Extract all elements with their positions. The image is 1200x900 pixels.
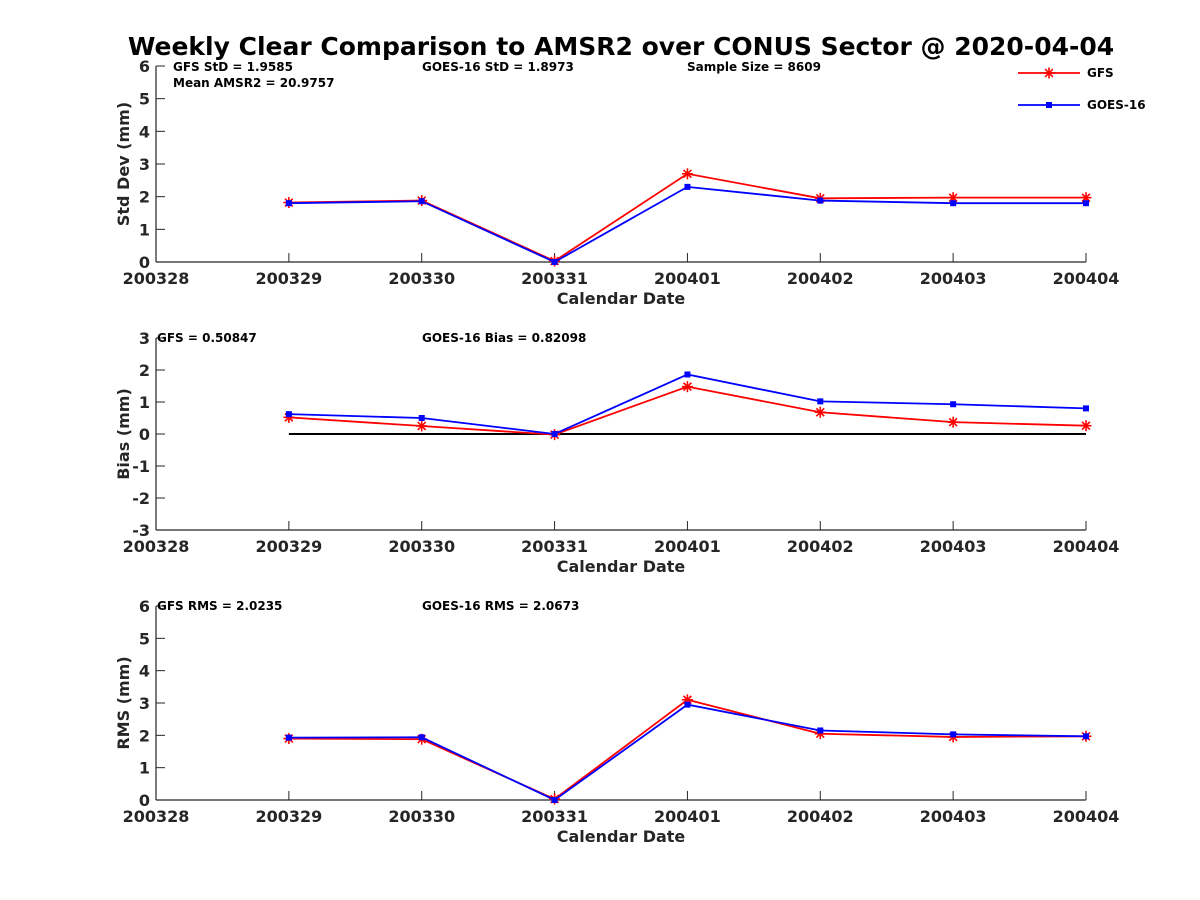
- x-tick-label: 200404: [1053, 269, 1120, 288]
- y-tick-label: 1: [139, 393, 150, 412]
- series-line-gfs: [288, 698, 1087, 801]
- y-tick-label: 2: [139, 188, 150, 207]
- x-tick-label: 200331: [521, 269, 588, 288]
- y-tick-label: 2: [139, 361, 150, 380]
- series-line-goes-16: [288, 703, 1087, 802]
- point-goes-16: [551, 431, 558, 437]
- series-line-gfs: [288, 385, 1087, 436]
- point-gfs: [681, 168, 693, 180]
- stat-annotation: Sample Size = 8609: [687, 60, 821, 74]
- x-tick-label: 200401: [654, 807, 721, 826]
- y-tick-label: 1: [139, 759, 150, 778]
- point-goes-16: [1083, 405, 1089, 412]
- legend-label: GFS: [1087, 66, 1114, 80]
- legend: GFS GOES-16: [1018, 66, 1146, 112]
- point-goes-16: [684, 371, 691, 378]
- x-tick-label: 200403: [920, 269, 987, 288]
- point-goes-16: [684, 183, 691, 190]
- x-tick-label: 200403: [920, 537, 987, 556]
- y-tick-label: 6: [139, 597, 150, 616]
- x-tick-label: 200402: [787, 269, 854, 288]
- legend-label: GOES-16: [1087, 98, 1146, 112]
- point-goes-16: [418, 734, 425, 741]
- x-tick-label: 200328: [123, 537, 190, 556]
- point-goes-16: [285, 734, 292, 741]
- y-tick-label: 5: [139, 629, 150, 648]
- point-gfs: [814, 406, 826, 418]
- x-tick-label: 200403: [920, 807, 987, 826]
- stat-annotation: GOES-16 StD = 1.8973: [422, 60, 574, 74]
- point-goes-16: [817, 398, 824, 405]
- x-tick-label: 200330: [388, 807, 455, 826]
- x-tick-label: 200404: [1053, 807, 1120, 826]
- point-goes-16: [817, 727, 824, 734]
- x-tick-label: 200401: [654, 537, 721, 556]
- x-tick-label: 200331: [521, 537, 588, 556]
- legend-marker: [1043, 67, 1055, 79]
- std-dev-panel: 200328 200329 200330 200331 200401 200402 2004…: [114, 57, 1119, 308]
- point-goes-16: [418, 198, 425, 205]
- stat-annotation: GFS RMS = 2.0235: [157, 599, 282, 613]
- stat-annotation: GFS StD = 1.9585: [173, 60, 293, 74]
- point-goes-16: [418, 415, 425, 421]
- y-axis-label: Bias (mm): [114, 388, 133, 480]
- legend-marker: [1046, 102, 1052, 108]
- y-tick-label: 6: [139, 57, 150, 76]
- y-tick-label: 0: [139, 425, 150, 444]
- x-tick-label: 200402: [787, 537, 854, 556]
- point-goes-16: [551, 259, 558, 265]
- point-goes-16: [817, 197, 824, 204]
- x-tick-label: 200329: [255, 269, 322, 288]
- stat-annotation: GOES-16 Bias = 0.82098: [422, 331, 586, 345]
- y-tick-label: 3: [139, 329, 150, 348]
- y-tick-label: -2: [132, 489, 150, 508]
- x-tick-label: 200331: [521, 807, 588, 826]
- point-goes-16: [1083, 200, 1089, 207]
- y-tick-label: 2: [139, 726, 150, 745]
- rms-panel: 200328 200329 200330 200331 200401 200402 2004…: [114, 597, 1119, 846]
- figure-title: Weekly Clear Comparison to AMSR2 over CO…: [128, 32, 1114, 61]
- y-tick-label: 3: [139, 694, 150, 713]
- point-goes-16: [285, 411, 292, 418]
- x-tick-label: 200401: [654, 269, 721, 288]
- x-tick-label: 200329: [255, 537, 322, 556]
- point-goes-16: [950, 401, 957, 408]
- y-tick-label: 0: [139, 791, 150, 810]
- x-tick-label: 200402: [787, 807, 854, 826]
- y-tick-label: 4: [139, 662, 150, 681]
- x-axis-label: Calendar Date: [557, 289, 686, 308]
- x-tick-label: 200404: [1053, 537, 1120, 556]
- x-tick-label: 200330: [388, 269, 455, 288]
- stat-annotation: GFS = 0.50847: [157, 331, 257, 345]
- point-gfs: [416, 420, 428, 432]
- y-tick-label: 0: [139, 253, 150, 272]
- y-tick-label: 4: [139, 122, 150, 141]
- y-tick-label: -3: [132, 521, 150, 540]
- x-tick-label: 200330: [388, 537, 455, 556]
- y-tick-label: 5: [139, 90, 150, 109]
- point-goes-16: [950, 731, 957, 738]
- x-tick-label: 200329: [255, 807, 322, 826]
- stat-annotation: Mean AMSR2 = 20.9757: [173, 76, 334, 90]
- y-tick-label: -1: [132, 457, 150, 476]
- y-axis-label: Std Dev (mm): [114, 102, 133, 226]
- point-goes-16: [551, 797, 558, 803]
- y-tick-label: 3: [139, 155, 150, 174]
- stat-annotation: GOES-16 RMS = 2.0673: [422, 599, 579, 613]
- y-tick-label: 1: [139, 220, 150, 239]
- point-goes-16: [1083, 733, 1089, 740]
- x-tick-label: 200328: [123, 807, 190, 826]
- point-goes-16: [684, 701, 691, 708]
- bias-panel: 200328 200329 200330 200331 200401 200402 2004…: [114, 329, 1119, 576]
- point-gfs: [947, 416, 959, 428]
- y-axis-label: RMS (mm): [114, 656, 133, 749]
- x-axis-label: Calendar Date: [557, 827, 686, 846]
- point-goes-16: [285, 200, 292, 207]
- point-gfs: [1080, 420, 1092, 432]
- x-axis-label: Calendar Date: [557, 557, 686, 576]
- point-goes-16: [950, 200, 957, 207]
- point-gfs: [681, 381, 693, 393]
- x-tick-label: 200328: [123, 269, 190, 288]
